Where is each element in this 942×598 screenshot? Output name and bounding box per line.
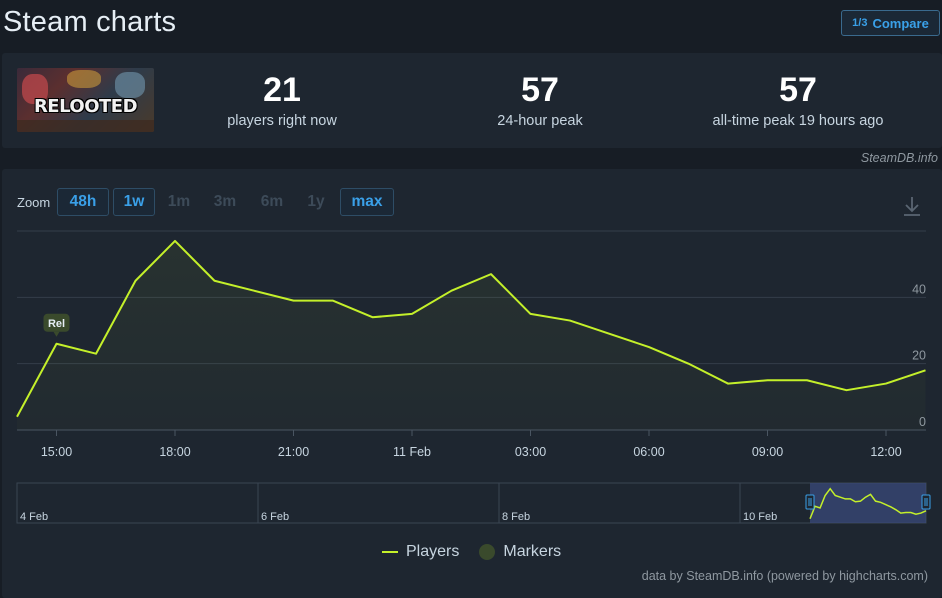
chart-credit[interactable]: data by SteamDB.info (powered by highcha… bbox=[641, 569, 928, 583]
navigator-frame bbox=[16, 482, 927, 524]
x-tick-label: 09:00 bbox=[752, 445, 783, 459]
release-marker bbox=[43, 313, 70, 332]
header: Steam charts 1/3 Compare bbox=[0, 0, 942, 50]
zoom-label: Zoom bbox=[17, 195, 51, 210]
stats-panel: RELOOTED 21 players right now 57 24-hour… bbox=[2, 53, 942, 148]
thumb-decoration bbox=[17, 120, 154, 132]
stat-label: players right now bbox=[227, 113, 337, 129]
navigator-series bbox=[809, 487, 927, 520]
navigator-right-handle[interactable] bbox=[921, 494, 931, 510]
legend-item-markers[interactable]: Markers bbox=[479, 543, 561, 561]
legend-item-players[interactable]: Players bbox=[382, 543, 459, 561]
marker-label: Rel bbox=[48, 318, 65, 330]
chart-panel: Zoom 48h 1w 1m 3m 6m 1y max Rel 15:00 18:… bbox=[2, 169, 942, 598]
x-tick-label: 06:00 bbox=[633, 445, 664, 459]
legend-label: Markers bbox=[503, 543, 562, 560]
thumb-decoration bbox=[115, 72, 145, 98]
stat-label: all-time peak 19 hours ago bbox=[712, 113, 884, 129]
navigator-label: 4 Feb bbox=[20, 511, 48, 523]
thumb-decoration bbox=[67, 70, 101, 88]
player-chart[interactable]: Rel 15:00 18:00 21:00 11 Feb 03:00 06:00 09:00… bbox=[2, 169, 942, 598]
navigator-left-handle[interactable] bbox=[805, 494, 815, 510]
stat-label: 24-hour peak bbox=[497, 113, 583, 129]
zoom-max-button[interactable]: max bbox=[340, 188, 394, 216]
zoom-1w-button[interactable]: 1w bbox=[113, 188, 155, 216]
compare-label: Compare bbox=[872, 15, 929, 31]
page-title: Steam charts bbox=[3, 6, 177, 38]
y-tick-label: 40 bbox=[912, 282, 926, 296]
stat-players-now: 21 players right now bbox=[182, 71, 382, 129]
x-tick-label: 18:00 bbox=[159, 445, 190, 459]
legend-dot-swatch bbox=[479, 544, 496, 560]
players-area bbox=[17, 240, 926, 430]
fraction-icon: 1/3 bbox=[852, 17, 868, 29]
thumb-decoration bbox=[22, 74, 48, 104]
zoom-6m-button[interactable]: 6m bbox=[260, 193, 284, 210]
x-tick-label: 11 Feb bbox=[393, 445, 431, 459]
x-tick-label: 03:00 bbox=[515, 445, 546, 459]
compare-button[interactable]: 1/3 Compare bbox=[841, 10, 940, 36]
stat-value: 57 bbox=[521, 71, 559, 109]
game-thumbnail[interactable]: RELOOTED bbox=[17, 68, 154, 132]
navigator-selection bbox=[810, 483, 926, 523]
zoom-1m-button[interactable]: 1m bbox=[167, 193, 191, 210]
zoom-48h-button[interactable]: 48h bbox=[57, 188, 109, 216]
x-tick-label: 15:00 bbox=[41, 445, 72, 459]
download-icon[interactable] bbox=[902, 195, 922, 217]
players-series-line bbox=[16, 239, 926, 418]
navigator-label: 6 Feb bbox=[261, 511, 289, 523]
x-tick-label: 21:00 bbox=[278, 445, 309, 459]
zoom-1y-button[interactable]: 1y bbox=[307, 193, 325, 210]
stat-24h-peak: 57 24-hour peak bbox=[440, 71, 640, 129]
steamdb-credit[interactable]: SteamDB.info bbox=[860, 151, 938, 165]
y-tick-label: 20 bbox=[912, 349, 926, 363]
chart-legend: Players Markers bbox=[382, 543, 561, 561]
zoom-3m-button[interactable]: 3m bbox=[213, 193, 237, 210]
navigator-label: 8 Feb bbox=[502, 511, 530, 523]
legend-line-swatch bbox=[382, 551, 398, 553]
x-tick-label: 12:00 bbox=[870, 445, 901, 459]
legend-label: Players bbox=[406, 543, 460, 560]
y-tick-label: 0 bbox=[919, 415, 926, 429]
marker-pointer bbox=[53, 331, 60, 337]
game-logo-text: RELOOTED bbox=[33, 96, 138, 117]
stat-value: 21 bbox=[263, 71, 301, 109]
stat-all-time-peak: 57 all-time peak 19 hours ago bbox=[678, 71, 918, 129]
navigator-label: 10 Feb bbox=[743, 511, 777, 523]
stat-value: 57 bbox=[779, 71, 817, 109]
